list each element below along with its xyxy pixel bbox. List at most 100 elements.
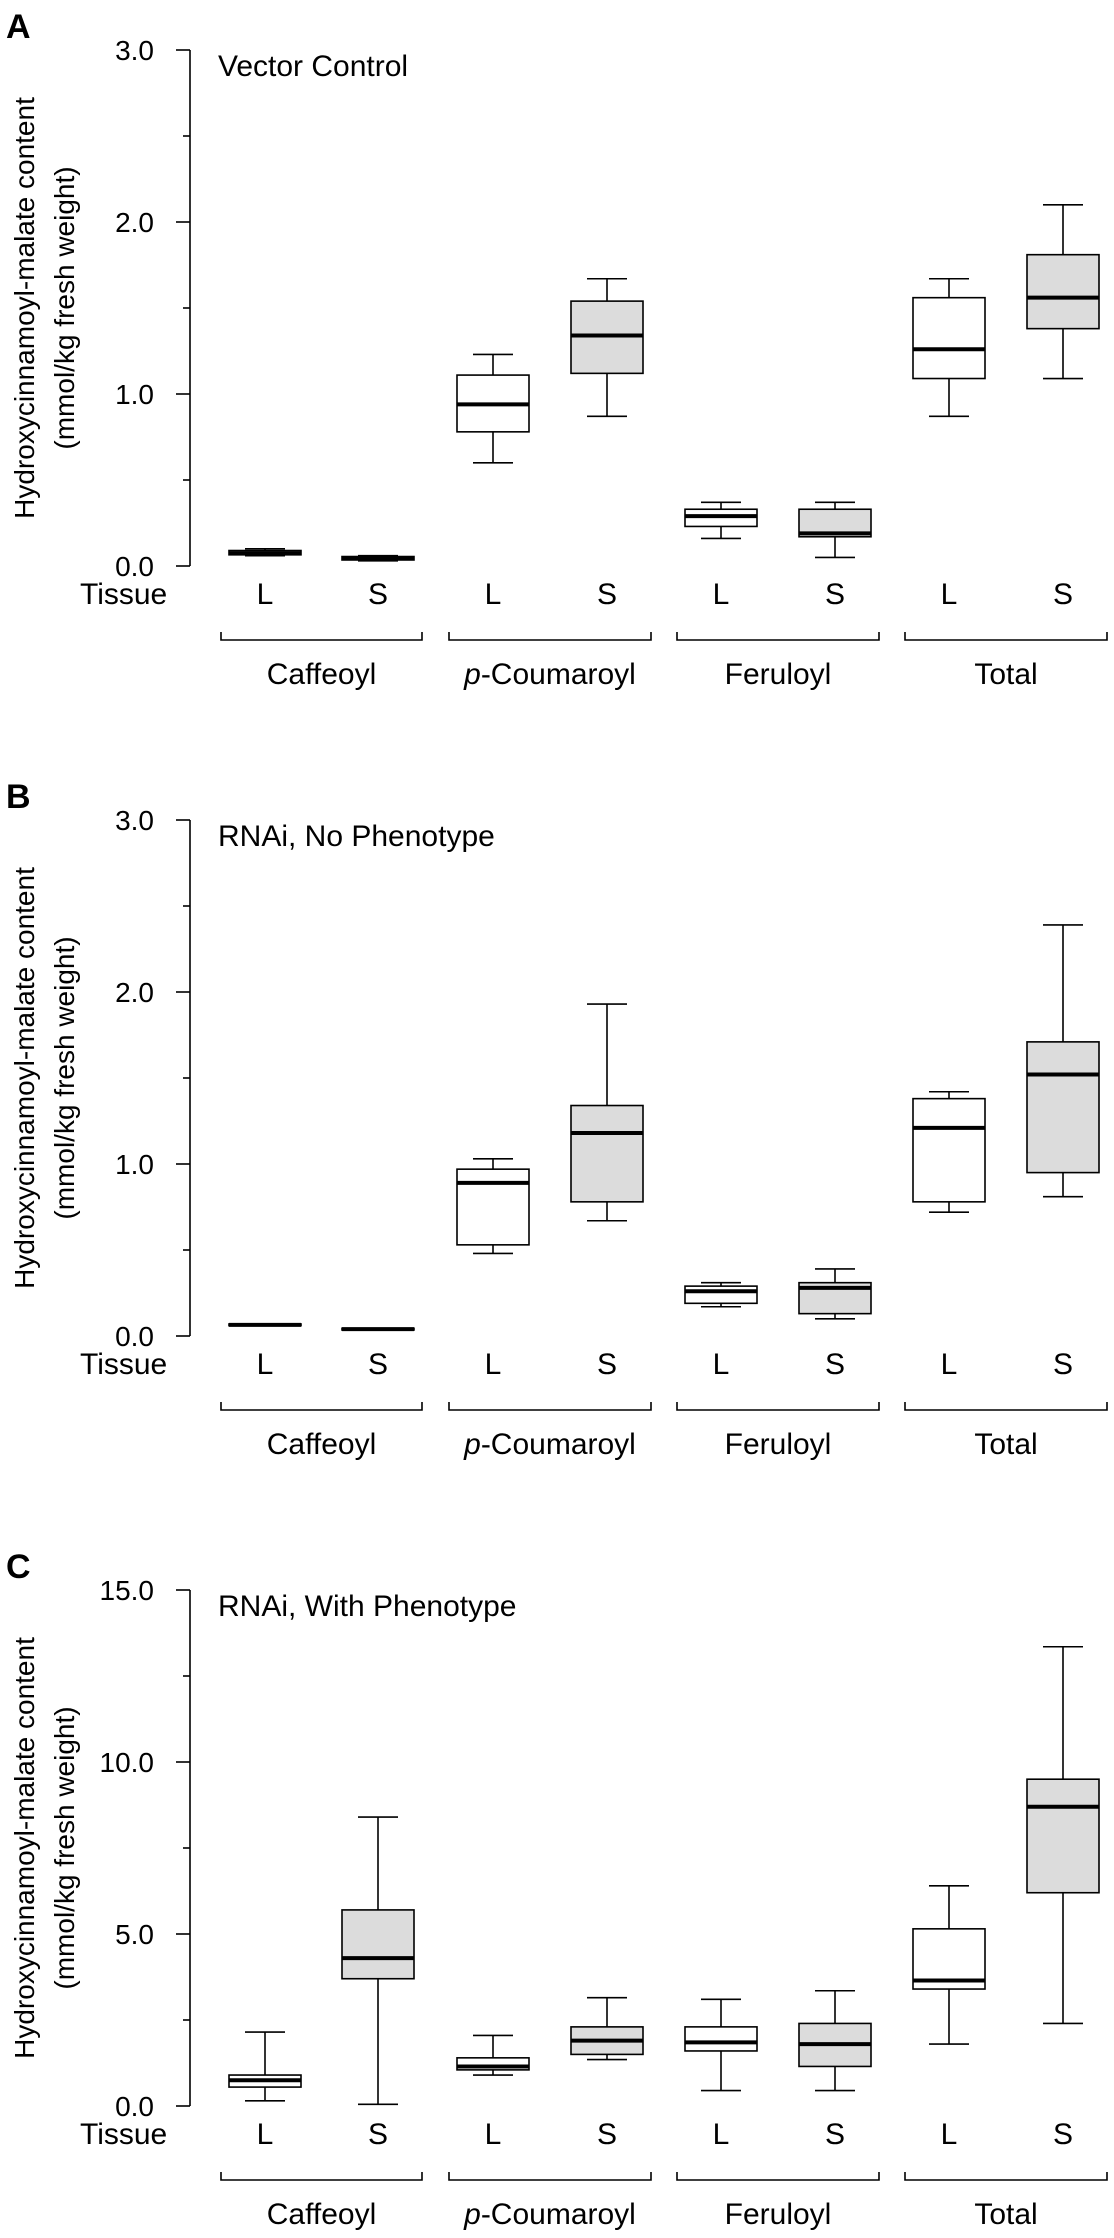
tissue-label: Tissue	[80, 578, 167, 611]
group-bracket-pcoumaroyl	[448, 2172, 652, 2181]
box-feruloyl-s	[798, 1268, 872, 1320]
box-iqr	[912, 296, 986, 380]
group-label-pcoumaroyl: p-Coumaroyl	[463, 658, 636, 691]
tissue-s-label: S	[825, 1348, 845, 1381]
group-label-feruloyl: Feruloyl	[725, 658, 832, 691]
group-label-total: Total	[974, 2198, 1037, 2231]
box-total-l	[912, 1885, 986, 2045]
tissue-label: Tissue	[80, 2118, 167, 2151]
y-axis-label: Hydroxycinnamoyl-malate content	[9, 1637, 40, 2059]
tissue-s-label: S	[1053, 578, 1073, 611]
box-caffeoyl-s	[341, 1327, 415, 1332]
group-label-italic-prefix: p	[463, 658, 481, 691]
tissue-s-label: S	[1053, 1348, 1073, 1381]
tissue-s-label: S	[1053, 2118, 1073, 2151]
tissue-l-label: L	[485, 2118, 502, 2151]
group-bracket-caffeoyl	[220, 632, 423, 641]
y-tick-label: 0.0	[115, 551, 154, 582]
y-tick-label: 0.0	[115, 1321, 154, 1352]
y-tick-label: 5.0	[115, 1919, 154, 1950]
chart-title: RNAi, With Phenotype	[218, 1590, 516, 1623]
tissue-l-label: L	[941, 1348, 958, 1381]
y-tick-label: 15.0	[100, 1575, 155, 1606]
box-iqr	[570, 1104, 644, 1203]
tissue-s-label: S	[597, 1348, 617, 1381]
group-bracket-feruloyl	[676, 632, 880, 641]
group-label-text: Caffeoyl	[267, 658, 377, 691]
box-caffeoyl-l	[228, 547, 302, 557]
box-feruloyl-l	[684, 1998, 758, 2092]
group-label-text: -Coumaroyl	[481, 1428, 636, 1461]
group-label-caffeoyl: Caffeoyl	[267, 658, 377, 691]
y-axis-label: Hydroxycinnamoyl-malate content	[9, 97, 40, 519]
tissue-l-label: L	[941, 578, 958, 611]
y-tick-label: 3.0	[115, 35, 154, 66]
tissue-s-label: S	[597, 578, 617, 611]
y-tick-label: 2.0	[115, 977, 154, 1008]
group-label-total: Total	[974, 658, 1037, 691]
group-bracket-total	[904, 2172, 1108, 2181]
tissue-l-label: L	[713, 1348, 730, 1381]
group-label-text: -Coumaroyl	[481, 2198, 636, 2231]
group-label-pcoumaroyl: p-Coumaroyl	[463, 1428, 636, 1461]
y-tick-label: 1.0	[115, 1149, 154, 1180]
group-label-text: -Coumaroyl	[481, 658, 636, 691]
group-label-text: Total	[974, 2198, 1037, 2231]
group-bracket-feruloyl	[676, 2172, 880, 2181]
group-label-italic-prefix: p	[463, 1428, 481, 1461]
y-axis-label: Hydroxycinnamoyl-malate content	[9, 867, 40, 1289]
box-pcoumaroyl-s	[570, 1003, 644, 1222]
group-bracket-caffeoyl	[220, 2172, 423, 2181]
box-iqr	[684, 2026, 758, 2052]
box-iqr	[1026, 1041, 1100, 1174]
group-label-text: Feruloyl	[725, 1428, 832, 1461]
box-total-s	[1026, 204, 1100, 380]
tissue-s-label: S	[368, 2118, 388, 2151]
box-caffeoyl-s	[341, 554, 415, 562]
group-bracket-total	[904, 632, 1108, 641]
box-iqr	[456, 1168, 530, 1246]
group-bracket-pcoumaroyl	[448, 1402, 652, 1411]
box-feruloyl-l	[684, 1281, 758, 1308]
box-feruloyl-s	[798, 501, 872, 559]
box-iqr	[1026, 253, 1100, 330]
box-iqr	[341, 1909, 415, 1980]
panel-letter: A	[6, 8, 31, 46]
group-label-total: Total	[974, 1428, 1037, 1461]
box-caffeoyl-l	[228, 1322, 302, 1327]
group-bracket-total	[904, 1402, 1108, 1411]
box-total-s	[1026, 1645, 1100, 2025]
y-tick-label: 0.0	[115, 2091, 154, 2122]
box-feruloyl-s	[798, 1989, 872, 2092]
panel-a: A Hydroxycinnamoyl-malate content (mmol/kg…	[6, 8, 1108, 691]
panel-letter: C	[6, 1548, 31, 1586]
box-caffeoyl-s	[341, 1816, 415, 2106]
panel-b: B Hydroxycinnamoyl-malate content (mmol/kg…	[6, 778, 1108, 1461]
tissue-l-label: L	[713, 2118, 730, 2151]
y-axis-label-units: (mmol/kg fresh weight)	[49, 166, 80, 449]
chart-title: RNAi, No Phenotype	[218, 820, 495, 853]
y-axis-label-units: (mmol/kg fresh weight)	[49, 936, 80, 1219]
box-pcoumaroyl-l	[456, 2034, 530, 2076]
group-bracket-caffeoyl	[220, 1402, 423, 1411]
box-iqr	[912, 1097, 986, 1203]
box-iqr	[1026, 1778, 1100, 1894]
box-total-s	[1026, 924, 1100, 1198]
box-total-l	[912, 1090, 986, 1213]
tissue-l-label: L	[257, 578, 274, 611]
tissue-l-label: L	[257, 2118, 274, 2151]
tissue-l-label: L	[485, 1348, 502, 1381]
group-label-text: Feruloyl	[725, 658, 832, 691]
y-tick-label: 2.0	[115, 207, 154, 238]
group-label-text: Total	[974, 1428, 1037, 1461]
y-tick-label: 1.0	[115, 379, 154, 410]
tissue-s-label: S	[825, 578, 845, 611]
tissue-l-label: L	[257, 1348, 274, 1381]
y-axis-label-units: (mmol/kg fresh weight)	[49, 1706, 80, 1989]
box-pcoumaroyl-s	[570, 1996, 644, 2061]
tissue-label: Tissue	[80, 1348, 167, 1381]
tissue-s-label: S	[597, 2118, 617, 2151]
group-label-feruloyl: Feruloyl	[725, 2198, 832, 2231]
box-iqr	[684, 1285, 758, 1305]
